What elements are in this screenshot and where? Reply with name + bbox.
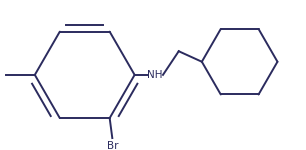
Text: NH: NH bbox=[147, 70, 162, 80]
Text: Br: Br bbox=[106, 141, 118, 150]
